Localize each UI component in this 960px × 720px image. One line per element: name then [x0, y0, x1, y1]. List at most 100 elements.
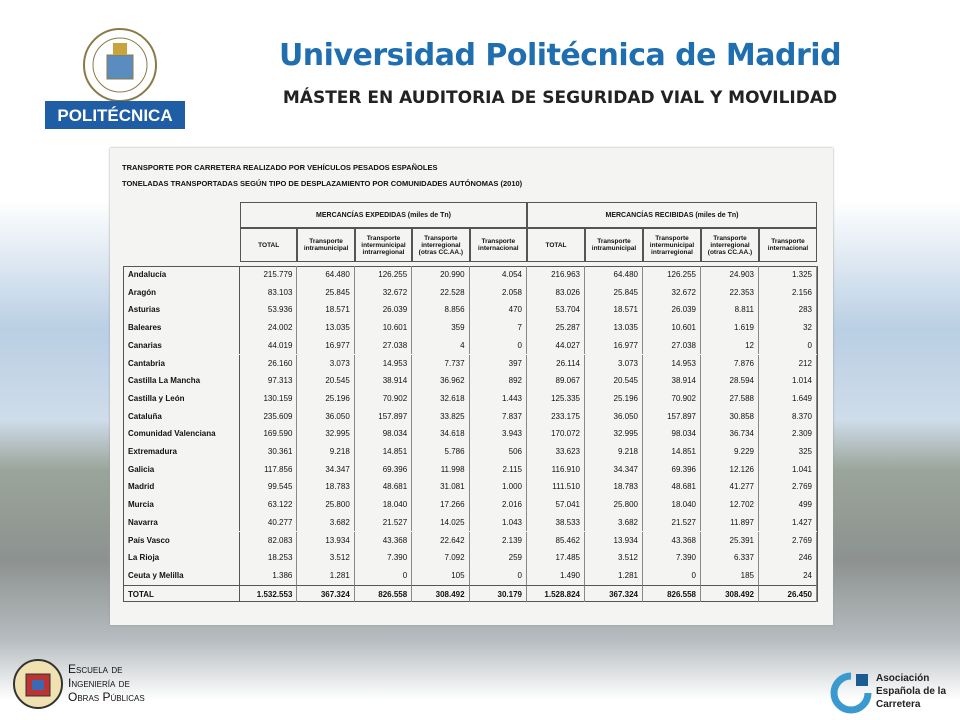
value-cell: 10.601: [355, 319, 413, 337]
value-cell: 53.704: [527, 301, 585, 320]
value-cell: 99.545: [240, 478, 298, 497]
value-cell: 6.337: [701, 549, 759, 567]
value-cell: 8.856: [412, 301, 470, 320]
value-cell: 1.649: [759, 389, 817, 408]
value-cell: 27.038: [355, 336, 413, 355]
value-cell: 13.035: [297, 319, 355, 337]
value-cell: 25.845: [585, 283, 643, 302]
value-cell: 18.040: [643, 496, 701, 514]
row-frame: [123, 266, 818, 603]
value-cell: 2.309: [759, 425, 817, 443]
value-cell: 111.510: [527, 478, 585, 497]
value-cell: 892: [470, 372, 527, 390]
value-cell: 20.545: [585, 372, 643, 390]
value-cell: 216.963: [527, 266, 585, 284]
value-cell: 26.160: [240, 354, 298, 373]
value-cell: 3.682: [585, 513, 643, 532]
value-cell: 36.962: [412, 372, 470, 390]
column-header: Transporte intermunicipal intrarregional: [643, 228, 701, 262]
value-cell: 7.390: [643, 549, 701, 567]
value-cell: 98.034: [643, 425, 701, 443]
value-cell: 308.492: [701, 584, 759, 603]
value-cell: 826.558: [643, 584, 701, 603]
row-name: Cataluña: [123, 407, 240, 426]
value-cell: 246: [759, 549, 817, 567]
value-cell: 34.618: [412, 425, 470, 443]
value-cell: 170.072: [527, 425, 585, 443]
value-cell: 27.038: [643, 336, 701, 355]
value-cell: 25.287: [527, 319, 585, 337]
row-name: Canarias: [123, 336, 240, 355]
value-cell: 27.588: [701, 389, 759, 408]
value-cell: 36.050: [585, 407, 643, 426]
value-cell: 18.571: [297, 301, 355, 320]
value-cell: 31.081: [412, 478, 470, 497]
value-cell: 18.040: [355, 496, 413, 514]
value-cell: 367.324: [585, 584, 643, 603]
value-cell: 30.179: [469, 584, 527, 603]
value-cell: 8.370: [759, 407, 817, 426]
value-cell: 126.255: [355, 266, 413, 284]
value-cell: 63.122: [240, 496, 298, 514]
value-cell: 9.229: [701, 443, 759, 461]
value-cell: 308.492: [412, 584, 470, 603]
value-cell: 2.769: [759, 478, 817, 497]
row-name: Comunidad Valenciana: [123, 425, 240, 443]
row-name: Murcia: [123, 496, 240, 514]
value-cell: 26.450: [759, 584, 817, 603]
value-cell: 20.990: [412, 266, 470, 284]
value-cell: 2.769: [759, 531, 817, 550]
value-cell: 25.391: [701, 531, 759, 550]
value-cell: 13.934: [297, 531, 355, 550]
row-name: País Vasco: [123, 531, 240, 550]
value-cell: 34.347: [585, 460, 643, 479]
value-cell: 14.953: [355, 354, 413, 373]
row-name: Madrid: [123, 478, 240, 497]
value-cell: 83.026: [527, 283, 585, 302]
value-cell: 14.025: [412, 513, 470, 532]
value-cell: 1.041: [759, 460, 817, 479]
column-header: Transporte interregional (otras CC.AA.): [701, 228, 759, 262]
value-cell: 18.253: [240, 549, 298, 567]
logo-label: POLITÉCNICA: [57, 106, 172, 125]
value-cell: 470: [470, 301, 527, 320]
value-cell: 105: [412, 566, 470, 585]
value-cell: 3.682: [297, 513, 355, 532]
value-cell: 44.027: [527, 336, 585, 355]
value-cell: 38.914: [355, 372, 413, 390]
value-cell: 26.039: [355, 301, 413, 320]
value-cell: 98.034: [355, 425, 413, 443]
value-cell: 43.368: [643, 531, 701, 550]
row-name: Andalucía: [123, 266, 240, 284]
value-cell: 1.490: [527, 566, 585, 585]
value-cell: 157.897: [643, 407, 701, 426]
association-line: Española de la: [876, 686, 947, 697]
row-name: Ceuta y Melilla: [123, 566, 240, 585]
value-cell: 9.218: [585, 443, 643, 461]
value-cell: 10.601: [643, 319, 701, 337]
value-cell: 7.092: [412, 549, 470, 567]
value-cell: 32.995: [297, 425, 355, 443]
value-cell: 0: [355, 566, 413, 585]
value-cell: 1.386: [240, 566, 298, 585]
row-name: Navarra: [123, 513, 240, 532]
row-name: Cantabria: [123, 354, 240, 373]
value-cell: 9.218: [297, 443, 355, 461]
table-title: TONELADAS TRANSPORTADAS SEGÚN TIPO DE DE…: [122, 179, 523, 188]
value-cell: 826.558: [354, 584, 413, 603]
subtitle: MÁSTER EN AUDITORIA DE SEGURIDAD VIAL Y …: [282, 88, 838, 108]
value-cell: 185: [701, 566, 759, 585]
value-cell: 38.914: [643, 372, 701, 390]
school-line: Ingeniería de: [68, 676, 130, 690]
value-cell: 1.014: [759, 372, 817, 390]
value-cell: 43.368: [355, 531, 413, 550]
value-cell: 367.324: [297, 584, 355, 603]
value-cell: 13.934: [585, 531, 643, 550]
value-cell: 11.897: [701, 513, 759, 532]
value-cell: 11.998: [412, 460, 470, 479]
value-cell: 24.903: [701, 266, 759, 284]
value-cell: 24.002: [240, 319, 298, 337]
value-cell: 1.281: [585, 566, 643, 585]
value-cell: 215.779: [240, 266, 298, 284]
